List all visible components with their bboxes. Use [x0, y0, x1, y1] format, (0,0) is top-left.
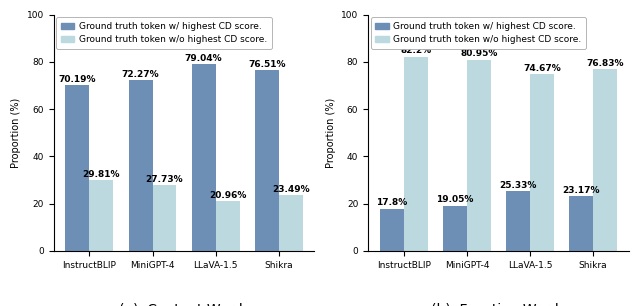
Legend: Ground truth token w/ highest CD score., Ground truth token w/o highest CD score: Ground truth token w/ highest CD score.,…	[56, 17, 272, 49]
Text: 80.95%: 80.95%	[460, 49, 498, 58]
Bar	[278, 196, 303, 251]
Text: (a)  Content Words: (a) Content Words	[118, 303, 250, 306]
Text: 23.49%: 23.49%	[272, 185, 309, 194]
Text: 29.81%: 29.81%	[83, 170, 120, 179]
Text: 27.73%: 27.73%	[146, 175, 183, 184]
Bar	[90, 181, 113, 251]
Text: 70.19%: 70.19%	[59, 75, 96, 84]
Text: 20.96%: 20.96%	[209, 191, 246, 200]
Bar	[129, 80, 152, 251]
Bar	[255, 70, 278, 251]
Text: 82.2%: 82.2%	[400, 46, 431, 55]
Text: 76.83%: 76.83%	[586, 59, 624, 68]
Bar	[65, 85, 90, 251]
Text: 19.05%: 19.05%	[436, 196, 474, 204]
Y-axis label: Proportion (%): Proportion (%)	[326, 98, 335, 168]
Text: 72.27%: 72.27%	[122, 70, 159, 79]
Text: 74.67%: 74.67%	[523, 64, 561, 73]
Bar	[593, 69, 617, 251]
Bar	[404, 57, 428, 251]
Text: 76.51%: 76.51%	[248, 60, 285, 69]
Bar	[152, 185, 177, 251]
Text: 25.33%: 25.33%	[499, 181, 537, 190]
Bar	[216, 201, 239, 251]
Bar	[530, 74, 554, 251]
Bar	[380, 209, 404, 251]
Bar	[443, 206, 467, 251]
Bar	[191, 64, 216, 251]
Bar	[506, 191, 530, 251]
Legend: Ground truth token w/ highest CD score., Ground truth token w/o highest CD score: Ground truth token w/ highest CD score.,…	[371, 17, 586, 49]
Text: 23.17%: 23.17%	[563, 186, 600, 195]
Text: (b)  Function Words: (b) Function Words	[431, 303, 566, 306]
Bar	[569, 196, 593, 251]
Y-axis label: Proportion (%): Proportion (%)	[11, 98, 21, 168]
Text: 17.8%: 17.8%	[376, 198, 408, 207]
Bar	[467, 60, 491, 251]
Text: 79.04%: 79.04%	[185, 54, 223, 63]
